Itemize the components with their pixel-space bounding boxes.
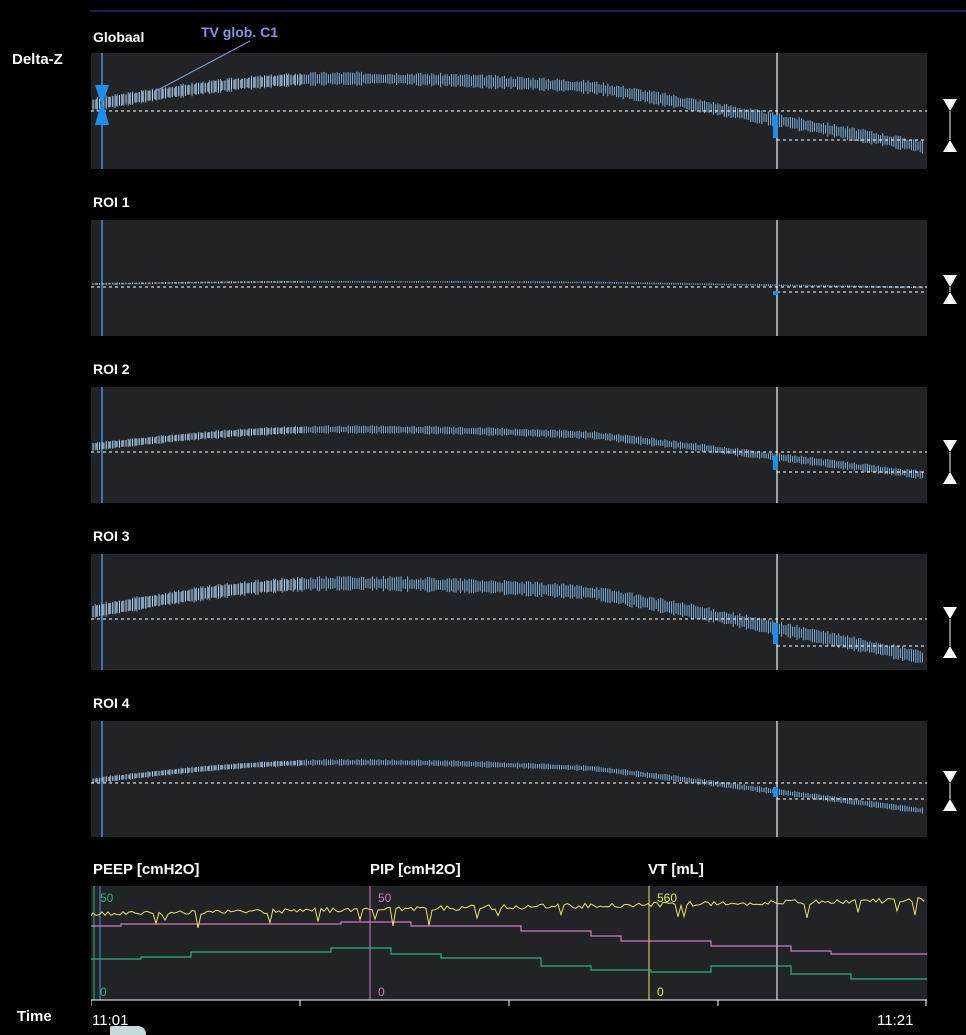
panel-title-roi-2: ROI 2 [93, 361, 130, 377]
vt-scale-max: 560 [657, 891, 677, 905]
top-border [90, 10, 966, 12]
time-axis [91, 999, 927, 1006]
caliper-top-arrow [943, 440, 957, 452]
pip-trace [91, 921, 927, 955]
peep-scale-max: 50 [100, 891, 114, 905]
roi-1-waveform-panel[interactable] [91, 220, 927, 336]
peep-legend: PEEP [cmH2O] [93, 861, 200, 878]
tv-glob-label: TV glob. C1 [201, 24, 278, 40]
caliper-handles[interactable] [930, 90, 966, 930]
caliper-bottom-arrow [943, 472, 957, 484]
waveform-highlight [92, 426, 302, 450]
caliper-bottom-arrow [943, 292, 957, 304]
ventilation-trend-panel[interactable]: 50 0 50 0 560 0 [91, 886, 927, 1000]
cursor-marker [773, 456, 778, 470]
pip-legend: PIP [cmH2O] [370, 861, 461, 878]
axis-label-time: Time [17, 1008, 52, 1025]
caliper-bottom-arrow [943, 799, 957, 811]
pip-scale-max: 50 [378, 891, 392, 905]
globaal-waveform-panel[interactable] [91, 53, 927, 169]
cursor-marker [773, 291, 778, 295]
panel-title-globaal: Globaal [93, 29, 145, 45]
panel-title-roi-3: ROI 3 [93, 528, 130, 544]
peep-scale-min: 0 [100, 985, 107, 999]
tv-label-pointer [153, 40, 251, 93]
caliper-top-arrow [943, 99, 957, 111]
globaal-waveform [91, 53, 927, 169]
caliper-bottom-arrow [943, 646, 957, 658]
caliper-top-arrow [943, 275, 957, 287]
caliper-top-arrow [943, 607, 957, 619]
panel-title-roi-1: ROI 1 [93, 194, 130, 210]
vt-legend: VT [mL] [648, 861, 704, 878]
panel-title-roi-4: ROI 4 [93, 695, 130, 711]
waveform-highlight [92, 74, 302, 110]
roi-3-waveform-panel[interactable] [91, 554, 927, 670]
roi-4-waveform-panel[interactable] [91, 721, 927, 837]
caliper-top-arrow [943, 771, 957, 783]
time-end-label: 11:21 [877, 1012, 914, 1029]
roi-4-waveform [91, 721, 927, 837]
roi-2-waveform [91, 387, 927, 503]
waveform-highlight [92, 760, 302, 784]
time-start-label: 11:01 [92, 1012, 129, 1029]
axis-label-delta-z: Delta-Z [12, 51, 63, 68]
caliper-bottom-arrow [943, 140, 957, 152]
waveform-highlight [92, 281, 302, 285]
impedance-waveform [92, 759, 923, 814]
cursor-marker [773, 787, 778, 797]
waveform-highlight [92, 578, 302, 618]
vt-scale-min: 0 [657, 985, 664, 999]
tidal-variation-marker [95, 85, 109, 125]
cursor-marker [773, 623, 778, 644]
roi-2-waveform-panel[interactable] [91, 387, 927, 503]
cursor-marker [773, 115, 778, 138]
timeline-scroll-handle[interactable] [110, 1026, 146, 1035]
roi-1-waveform [91, 220, 927, 336]
roi-3-waveform [91, 554, 927, 670]
peep-trace [91, 947, 927, 980]
ventilation-trends: 50 0 50 0 560 0 [91, 886, 927, 1000]
pip-scale-min: 0 [378, 985, 385, 999]
vt-trace [91, 897, 925, 929]
